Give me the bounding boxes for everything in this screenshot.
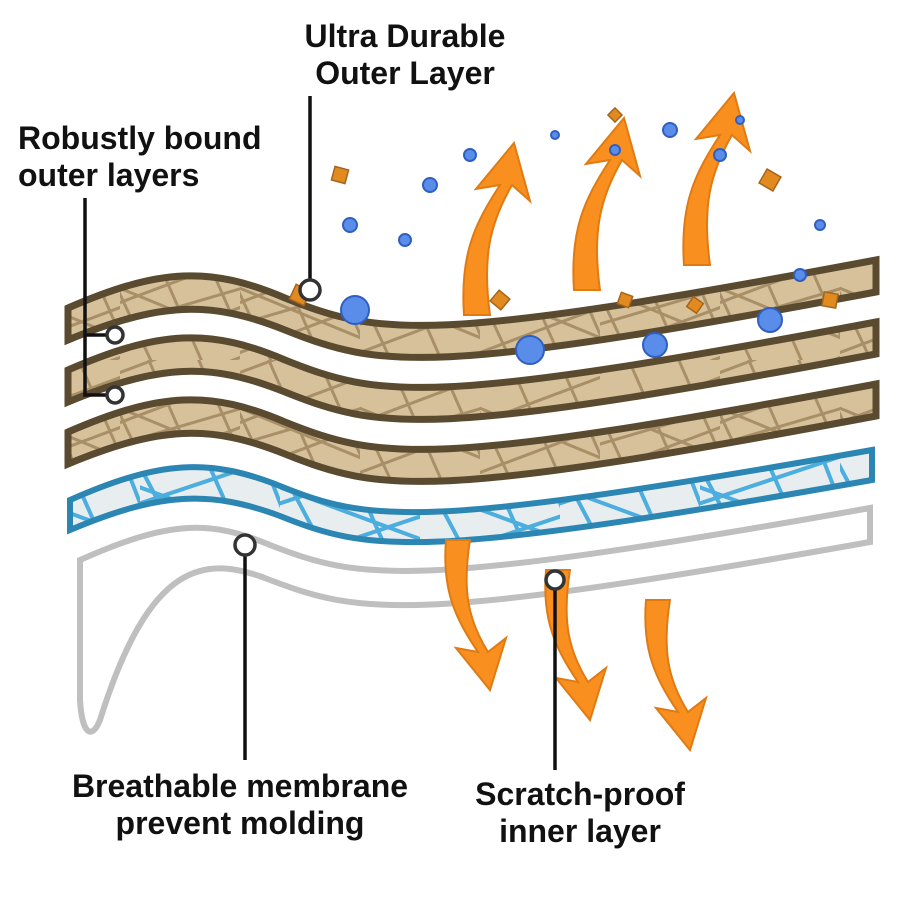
label-scratch-proof: Scratch-proof inner layer (420, 776, 740, 850)
label-breathable: Breathable membrane prevent molding (30, 768, 450, 842)
label-robust-bound: Robustly bound outer layers (18, 120, 318, 194)
label-ultra-durable: Ultra Durable Outer Layer (225, 18, 585, 92)
arrows-up (463, 93, 750, 315)
infographic-canvas: Ultra Durable Outer Layer Robustly bound… (0, 0, 900, 900)
